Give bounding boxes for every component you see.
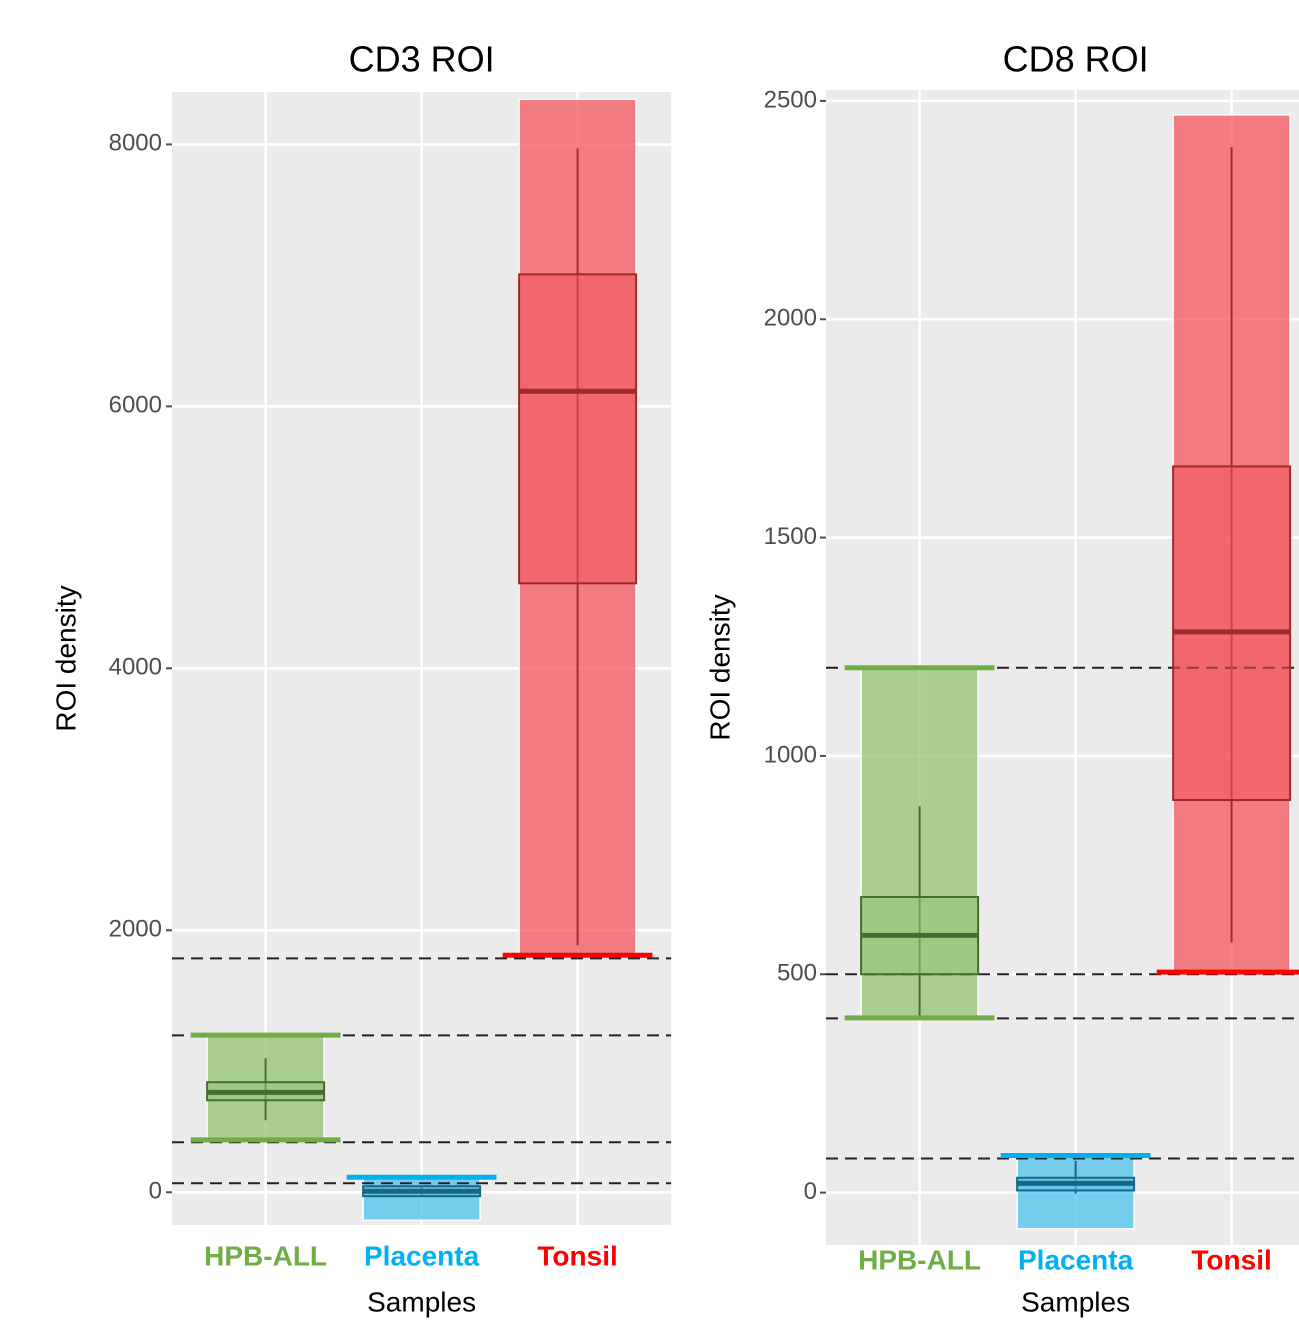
y-tick-label: 0 <box>804 1178 817 1205</box>
chart-title: CD3 ROI <box>349 39 495 80</box>
y-tick-label: 2000 <box>109 916 162 943</box>
x-tick-label: HPB-ALL <box>858 1244 981 1275</box>
y-tick-label: 1000 <box>764 741 817 768</box>
range-band <box>362 1176 481 1222</box>
x-axis-label: Samples <box>1021 1286 1130 1317</box>
y-tick-label: 0 <box>149 1178 162 1205</box>
y-tick-label: 1500 <box>764 523 817 550</box>
x-tick-label: Tonsil <box>1191 1244 1271 1275</box>
y-tick-label: 4000 <box>109 654 162 681</box>
plot-layer <box>172 98 672 1222</box>
y-tick-label: 6000 <box>109 392 162 419</box>
chart-title: CD8 ROI <box>1003 39 1149 80</box>
y-tick-label: 2000 <box>764 305 817 332</box>
y-tick-label: 2500 <box>764 86 817 113</box>
y-axis-label: ROI density <box>50 585 81 731</box>
x-axis-label: Samples <box>367 1286 476 1317</box>
x-tick-label: Placenta <box>364 1240 480 1271</box>
plot-layer <box>826 114 1299 1230</box>
x-tick-label: Tonsil <box>537 1240 617 1271</box>
y-axis-label: ROI density <box>704 594 735 740</box>
box <box>518 273 638 585</box>
y-tick-label: 8000 <box>109 130 162 157</box>
y-tick-label: 500 <box>777 960 817 987</box>
x-tick-label: HPB-ALL <box>204 1240 327 1271</box>
x-tick-label: Placenta <box>1018 1244 1134 1275</box>
